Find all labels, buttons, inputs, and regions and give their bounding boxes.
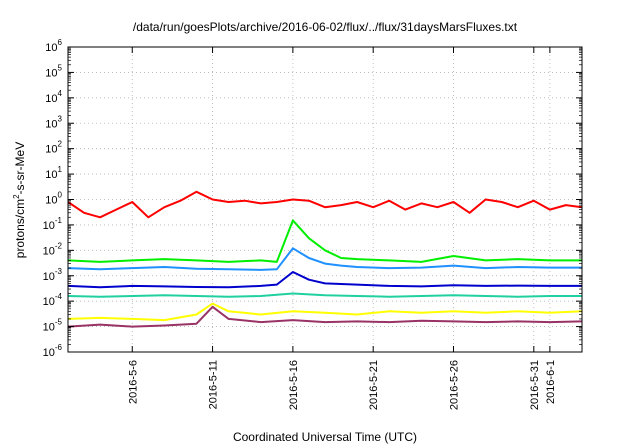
y-tick-label: 100 xyxy=(45,191,62,207)
series-line-5 xyxy=(67,292,582,298)
y-axis: 10-6 10-5 10-4 10-3 10-2 10-1 100 101 102 103 104 1… xyxy=(43,38,582,359)
y-tick-label: 106 xyxy=(45,38,62,54)
series-line-1 xyxy=(67,190,583,219)
x-tick-label: 2016-5-6 xyxy=(127,360,139,404)
y-tick-label: 10-1 xyxy=(43,216,63,232)
plot-lines xyxy=(67,190,583,328)
y-tick-label: 10-5 xyxy=(43,318,63,334)
y-tick-label: 103 xyxy=(45,114,62,130)
series-line-2 xyxy=(67,219,582,263)
y-tick-label: 10-4 xyxy=(43,292,63,308)
series-line-6 xyxy=(67,302,583,322)
x-axis: 2016-5-6 2016-5-11 2016-5-16 2016-5-21 2016-… xyxy=(127,47,557,410)
chart-title: /data/run/goesPlots/archive/2016-06-02/f… xyxy=(133,20,518,34)
y-tick-label: 101 xyxy=(45,165,62,181)
y-tick-label: 105 xyxy=(45,63,62,79)
x-tick-label: 2016-6-1 xyxy=(545,360,557,404)
y-tick-label: 10-6 xyxy=(43,343,63,359)
y-axis-title: protons/cm2-s-sr-MeV xyxy=(12,142,27,258)
y-tick-label: 10-2 xyxy=(43,241,63,257)
x-tick-label: 2016-5-11 xyxy=(208,360,220,409)
series-line-3 xyxy=(67,247,582,271)
x-tick-label: 2016-5-21 xyxy=(368,360,380,410)
series-line-7 xyxy=(67,305,583,328)
x-tick-label: 2016-5-26 xyxy=(449,360,461,410)
y-tick-label: 102 xyxy=(45,140,62,156)
y-tick-label: 10-3 xyxy=(43,267,63,283)
series-line-4 xyxy=(67,271,582,289)
x-tick-label: 2016-5-31 xyxy=(529,360,541,410)
x-axis-title: Coordinated Universal Time (UTC) xyxy=(233,430,417,444)
y-tick-label: 104 xyxy=(45,89,62,105)
x-tick-label: 2016-5-16 xyxy=(288,360,300,410)
grid xyxy=(68,47,582,352)
